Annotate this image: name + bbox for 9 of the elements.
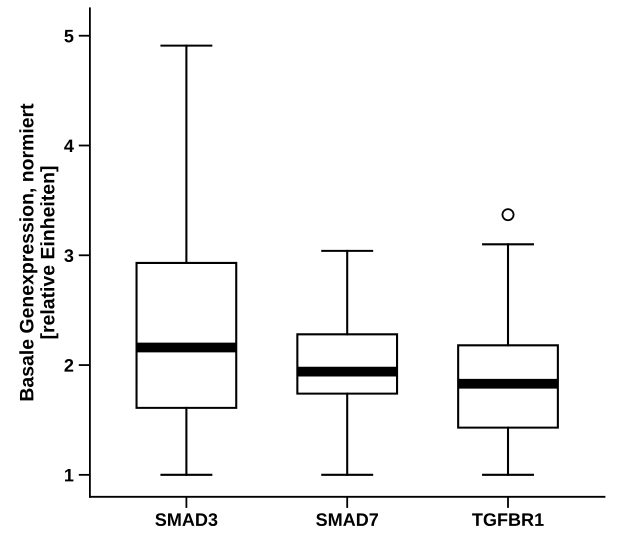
- y-axis-title: Basale Genexpression, normiert [relative Einheiten]: [19, 104, 58, 400]
- x-tick-label: SMAD3: [155, 513, 218, 526]
- y-tick-label: 3: [64, 249, 74, 262]
- y-tick-label: 4: [64, 140, 74, 152]
- x-tick-label: TGFBR1: [472, 513, 544, 526]
- y-tick-label: 5: [64, 30, 74, 42]
- y-tick-label: 2: [64, 359, 74, 372]
- y-tick-label: 1: [65, 468, 74, 482]
- x-tick-label: SMAD7: [316, 513, 378, 526]
